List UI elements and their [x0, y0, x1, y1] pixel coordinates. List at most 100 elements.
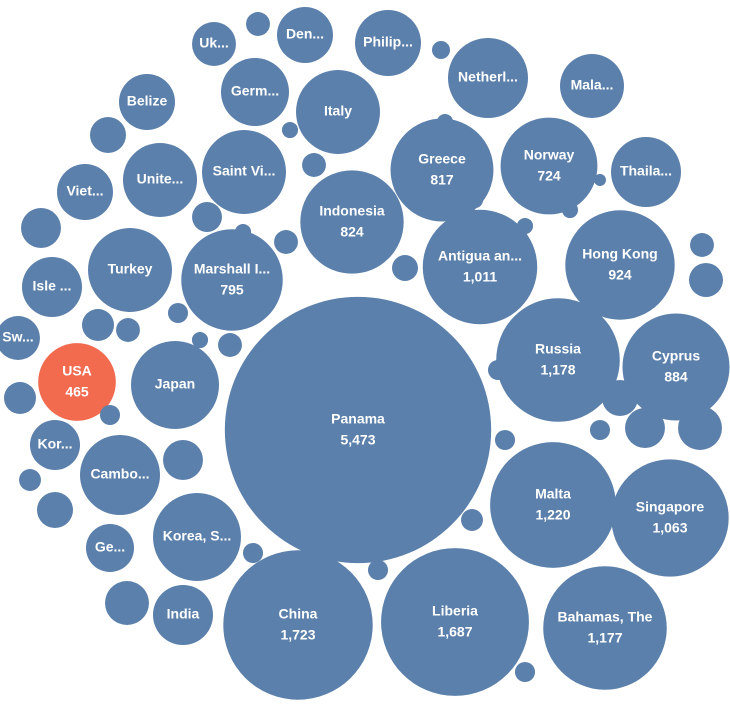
bubble: [355, 10, 421, 76]
bubble: [21, 256, 83, 318]
bubble-label: Unite...: [137, 171, 184, 187]
bubble-label: India: [167, 606, 200, 622]
bubble-label: China: [279, 606, 318, 622]
bubble: [79, 434, 161, 516]
bubble-value: 1,687: [437, 624, 472, 640]
bubble-label: Sw...: [2, 329, 33, 345]
bubble-label: Saint Vi...: [213, 163, 276, 179]
bubble: [88, 228, 172, 312]
bubble-label: Hong Kong: [582, 246, 657, 262]
bubble: [490, 442, 616, 568]
bubble: [432, 41, 450, 59]
bubble: [561, 201, 579, 219]
bubble: [122, 142, 198, 218]
bubble: [461, 509, 483, 531]
bubble: [422, 209, 538, 325]
bubble-value: 1,011: [463, 269, 497, 285]
bubble-value: 884: [664, 369, 688, 385]
bubble: [224, 296, 492, 564]
bubble: [153, 493, 241, 581]
bubble-label: Japan: [155, 376, 195, 392]
bubble: [56, 163, 114, 221]
bubble-label: Isle ...: [33, 278, 72, 294]
bubble: [4, 382, 36, 414]
bubble-label: Liberia: [432, 603, 478, 619]
bubble: [191, 331, 209, 349]
bubble: [494, 429, 516, 451]
bubble: [611, 459, 729, 577]
bubble-value: 824: [340, 224, 364, 240]
bubble-value: 1,063: [652, 520, 687, 536]
bubble: [296, 70, 380, 154]
bubble-value: 817: [430, 172, 454, 188]
bubble: [192, 22, 236, 66]
bubble-value: 465: [65, 384, 89, 400]
bubble: [0, 316, 40, 360]
bubble: [19, 469, 41, 491]
bubble-value: 1,177: [587, 630, 622, 646]
bubble-value: 724: [537, 168, 561, 184]
bubble: [163, 440, 203, 480]
bubble-label: Kor...: [37, 436, 72, 452]
bubble: [622, 313, 730, 421]
bubble: [152, 584, 214, 646]
bubble-label: Turkey: [108, 261, 153, 277]
bubble-label: Thaila...: [620, 163, 672, 179]
bubble: [392, 255, 418, 281]
bubble: [202, 130, 286, 214]
bubble: [589, 419, 611, 441]
bubble: [689, 263, 723, 297]
bubble: [436, 113, 454, 131]
bubble-value: 5,473: [340, 432, 375, 448]
bubble: [678, 406, 722, 450]
bubble-label: Germ...: [231, 83, 279, 99]
bubble-label: Greece: [418, 151, 466, 167]
bubble: [543, 566, 667, 690]
bubble-label: USA: [62, 363, 92, 379]
bubble: [82, 309, 114, 341]
bubble: [245, 484, 271, 510]
bubble-label: Marshall I...: [194, 261, 270, 277]
bubble-label: Cyprus: [652, 348, 700, 364]
bubble-label: Panama: [331, 411, 385, 427]
bubble-value: 1,220: [535, 507, 570, 523]
bubble: [500, 117, 598, 215]
bubble-label: Uk...: [199, 35, 229, 51]
bubble-label: Den...: [286, 26, 324, 42]
bubble-label: Italy: [324, 103, 352, 119]
bubble: [223, 550, 373, 700]
bubble: [29, 419, 81, 471]
bubble: [367, 559, 389, 581]
bubble-label: Indonesia: [319, 203, 385, 219]
bubble: [274, 230, 298, 254]
bubble: [514, 661, 536, 683]
bubble: [381, 548, 529, 696]
bubble: [116, 318, 140, 342]
bubble-label: Viet...: [66, 183, 103, 199]
bubble: [118, 73, 176, 131]
bubble: [496, 298, 620, 422]
bubble: [90, 117, 126, 153]
bubble: [218, 333, 242, 357]
bubble-label: Belize: [127, 93, 168, 109]
bubble: [220, 57, 290, 127]
bubble: [560, 54, 624, 118]
bubble: [246, 12, 270, 36]
bubble: [302, 153, 326, 177]
bubble: [167, 302, 189, 324]
bubble-label: Korea, S...: [163, 528, 231, 544]
bubble: [516, 217, 534, 235]
bubble-label: Singapore: [636, 499, 705, 515]
bubble-value: 795: [220, 282, 244, 298]
bubble-value: 1,723: [280, 627, 315, 643]
bubble: [192, 202, 222, 232]
bubble: [565, 210, 675, 320]
bubble: [38, 343, 116, 421]
bubble: [242, 542, 264, 564]
bubble: [234, 223, 252, 241]
bubble: [594, 174, 606, 186]
bubble: [281, 121, 299, 139]
bubble: [276, 6, 334, 64]
bubble: [99, 404, 121, 426]
